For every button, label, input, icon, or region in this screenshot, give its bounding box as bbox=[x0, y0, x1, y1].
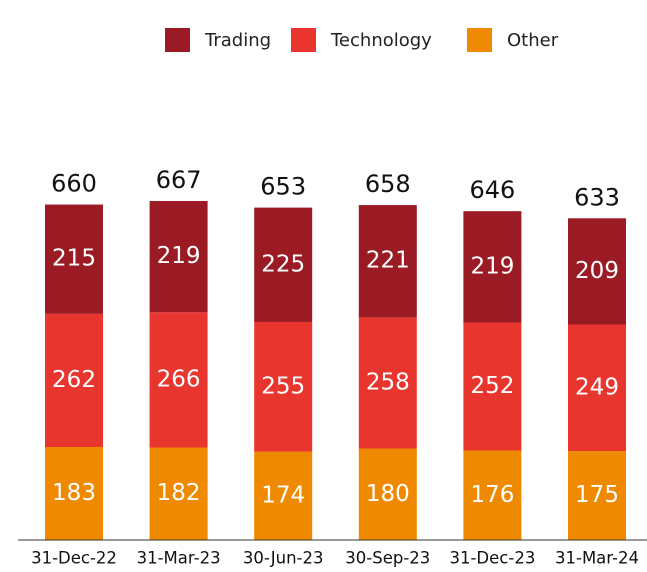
bar-segment bbox=[149, 201, 208, 313]
x-tick-label: 30-Sep-23 bbox=[345, 549, 430, 568]
bar-segment bbox=[45, 204, 103, 314]
value-label: 176 bbox=[470, 482, 514, 508]
x-tick-label: 30-Jun-23 bbox=[243, 549, 324, 568]
value-label: 219 bbox=[157, 243, 201, 269]
legend-label: Other bbox=[507, 30, 559, 51]
bar-segment bbox=[149, 447, 208, 540]
bar-segment bbox=[254, 321, 313, 452]
value-label: 221 bbox=[366, 248, 410, 274]
legend-swatch bbox=[165, 28, 190, 52]
value-label: 180 bbox=[366, 481, 410, 507]
bar-segment bbox=[568, 218, 626, 325]
bar-segment bbox=[358, 317, 417, 449]
value-label: 249 bbox=[575, 374, 619, 400]
value-label: 255 bbox=[261, 373, 305, 399]
x-tick-label: 31-Mar-24 bbox=[555, 549, 639, 568]
value-label: 262 bbox=[52, 367, 96, 393]
legend-label: Trading bbox=[204, 30, 271, 51]
value-label: 266 bbox=[157, 366, 201, 392]
total-label: 667 bbox=[156, 166, 202, 194]
bar-segment bbox=[45, 313, 103, 447]
bar-segment bbox=[463, 450, 522, 540]
bar-segment bbox=[45, 446, 103, 540]
value-label: 209 bbox=[575, 258, 619, 284]
bar-segment bbox=[254, 207, 313, 322]
total-label: 658 bbox=[365, 170, 411, 198]
total-label: 633 bbox=[574, 183, 620, 211]
x-tick-label: 31-Dec-22 bbox=[31, 549, 117, 568]
bar-segment bbox=[358, 205, 417, 318]
value-label: 219 bbox=[470, 253, 514, 279]
bar-segment bbox=[254, 451, 313, 540]
value-label: 174 bbox=[261, 482, 305, 508]
value-label: 215 bbox=[52, 246, 96, 272]
bar-segment bbox=[463, 322, 522, 451]
total-label: 660 bbox=[51, 170, 97, 198]
bar-segment bbox=[358, 448, 417, 540]
value-label: 252 bbox=[470, 373, 514, 399]
x-tick-label: 31-Mar-23 bbox=[137, 549, 221, 568]
total-label: 653 bbox=[260, 173, 306, 201]
x-tick-label: 31-Dec-23 bbox=[449, 549, 535, 568]
bar-segment bbox=[568, 324, 626, 452]
legend-label: Technology bbox=[330, 30, 432, 51]
bar-segment bbox=[463, 211, 522, 323]
legend-swatch bbox=[291, 28, 316, 52]
value-label: 175 bbox=[575, 482, 619, 508]
value-label: 182 bbox=[157, 480, 201, 506]
value-label: 183 bbox=[52, 480, 96, 506]
total-label: 646 bbox=[469, 176, 515, 204]
value-label: 258 bbox=[366, 369, 410, 395]
bar-segment bbox=[149, 312, 208, 448]
legend-swatch bbox=[467, 28, 492, 52]
bar-segment bbox=[568, 451, 626, 540]
value-label: 225 bbox=[261, 251, 305, 277]
